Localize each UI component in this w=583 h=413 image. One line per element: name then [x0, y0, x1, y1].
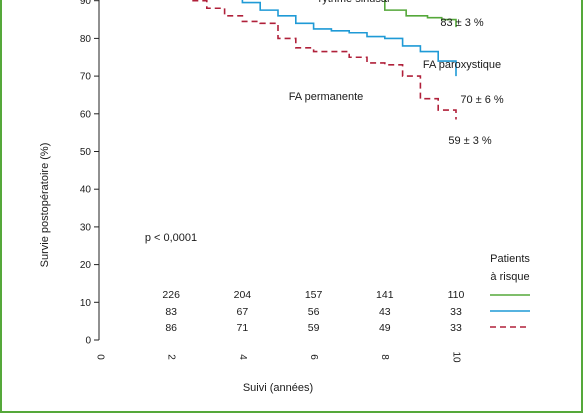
risk-table-value: 56 — [308, 306, 320, 318]
risk-table: 226 204 157 141 110 83 67 56 43 33 86 71 59 49 33 Patie… — [162, 253, 530, 334]
risk-table-value: 43 — [379, 306, 391, 318]
risk-table-title: Patients — [490, 253, 530, 265]
risk-table-value: 83 — [165, 306, 177, 318]
risk-table-value: 33 — [450, 306, 462, 318]
x-tick-label: 2 — [166, 354, 177, 360]
y-tick-label: 40 — [80, 185, 92, 196]
risk-table-value: 86 — [165, 322, 177, 334]
series-line-1 — [384, 0, 457, 28]
y-tick-label: 0 — [85, 336, 91, 347]
y-tick-label: 50 — [80, 147, 92, 158]
y-tick-label: 90 — [80, 0, 92, 7]
y-tick-label: 10 — [80, 298, 92, 309]
curve-labels: rythme sinusal 83 ± 3 % FA paroxystique 70 … — [145, 0, 504, 244]
series-name-label: rythme sinusal — [319, 0, 390, 5]
x-tick-label: 0 — [94, 354, 105, 360]
risk-table-value: 226 — [162, 289, 180, 301]
series-line-2 — [241, 0, 457, 77]
risk-table-title: à risque — [490, 271, 529, 283]
x-tick-label: 8 — [379, 354, 390, 360]
series-name-label: FA paroxystique — [423, 59, 501, 71]
series-line-3 — [188, 0, 457, 120]
series-name-label: FA permanente — [289, 91, 364, 103]
x-axis-title: Suivi (années) — [243, 382, 313, 394]
survival-curves — [188, 0, 457, 120]
chart-axes: 0 10 20 30 40 50 60 70 80 90 0 2 4 6 8 10 Survie postopé… — [39, 0, 461, 394]
series-end-label: 59 ± 3 % — [448, 135, 492, 147]
risk-table-value: 67 — [237, 306, 249, 318]
risk-table-value: 59 — [308, 322, 320, 334]
risk-table-value: 33 — [450, 322, 462, 334]
y-tick-label: 80 — [80, 34, 92, 45]
y-tick-label: 30 — [80, 222, 92, 233]
series-end-label: 83 ± 3 % — [440, 17, 484, 29]
risk-table-value: 71 — [237, 322, 249, 334]
y-axis-title: Survie postopératoire (%) — [39, 143, 51, 268]
y-tick-label: 20 — [80, 260, 92, 271]
x-tick-label: 6 — [308, 354, 319, 360]
risk-table-value: 110 — [448, 289, 465, 301]
risk-table-value: 157 — [305, 289, 323, 301]
p-value-label: p < 0,0001 — [145, 232, 197, 244]
y-tick-label: 70 — [80, 72, 92, 83]
risk-table-value: 141 — [376, 289, 394, 301]
x-tick-label: 4 — [237, 354, 248, 360]
y-tick-label: 60 — [80, 109, 92, 120]
series-end-label: 70 ± 6 % — [460, 94, 504, 106]
risk-table-value: 49 — [379, 322, 391, 334]
x-tick-label: 10 — [450, 351, 461, 363]
risk-table-value: 204 — [234, 289, 252, 301]
